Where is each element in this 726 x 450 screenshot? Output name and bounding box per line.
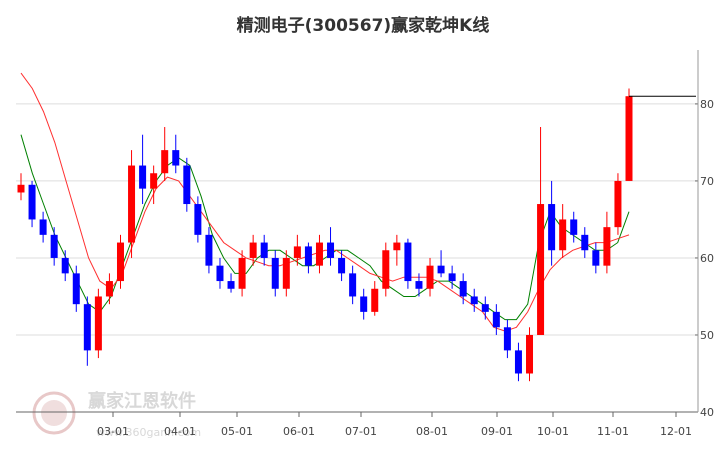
candle-body (172, 150, 180, 166)
candle-body (503, 327, 511, 351)
candle-body (570, 219, 578, 235)
candle-body (128, 165, 136, 243)
candle-body (139, 165, 147, 189)
candle-body (592, 250, 600, 266)
candle-body (470, 296, 478, 305)
candle-body (349, 273, 357, 297)
y-tick-label-50: 50 (700, 329, 714, 342)
candle-body (448, 273, 456, 282)
candle-body (50, 234, 58, 258)
candles (17, 88, 696, 382)
candle-body (459, 281, 467, 297)
candle-body (216, 265, 224, 282)
candle-body (238, 257, 246, 289)
x-tick-label-03-01: 03-01 (97, 425, 129, 438)
x-axis: 03-01 04-01 05-01 06-01 07-01 08-01 09-01 10-01… (16, 411, 698, 438)
candle-body (205, 234, 213, 266)
candle-body (437, 265, 445, 274)
candle-body (315, 242, 323, 266)
candle-body (105, 281, 113, 297)
y-axis: 40 50 60 70 80 (695, 50, 714, 419)
candle-body (393, 242, 401, 251)
candle-body (183, 165, 191, 205)
candle-body (293, 246, 301, 258)
watermark-seal-core (41, 400, 67, 426)
candle-body (603, 227, 611, 266)
y-tick-label-60: 60 (700, 252, 714, 265)
y-tick-label-40: 40 (700, 406, 714, 419)
candle-body (559, 219, 567, 251)
x-tick-label-12-01: 12-01 (660, 425, 692, 438)
candle-body (338, 257, 346, 274)
watermark-name: 赢家江恩软件 (88, 390, 196, 412)
candle-body (116, 242, 124, 282)
candle-body (537, 204, 545, 335)
candle-body (94, 296, 102, 351)
candle-body (150, 173, 158, 189)
candle-body (227, 281, 235, 289)
y-tick-label-80: 80 (700, 98, 714, 111)
x-tick-label-07-01: 07-01 (345, 425, 377, 438)
x-tick-label-05-01: 05-01 (221, 425, 253, 438)
candle-body (492, 311, 500, 328)
candle-body (17, 184, 25, 193)
candle-body (194, 204, 202, 235)
x-tick-label-11-01: 11-01 (597, 425, 629, 438)
x-tick-label-04-01: 04-01 (164, 425, 196, 438)
x-tick-label-08-01: 08-01 (416, 425, 448, 438)
candle-body (304, 246, 312, 266)
candle-body (514, 350, 522, 374)
candle-body (426, 265, 434, 289)
candle-body (415, 281, 423, 289)
candle-body (371, 288, 379, 312)
candle-body (382, 250, 390, 289)
candle-body (625, 96, 633, 181)
candle-body (526, 334, 534, 374)
candle-body (271, 257, 279, 289)
candle-body (249, 242, 257, 258)
candle-body (28, 184, 36, 220)
chart-title: 精测电子(300567)赢家乾坤K线 (237, 15, 490, 36)
candle-body (39, 219, 47, 235)
candle-body (481, 304, 489, 312)
watermark-seal-icon (32, 391, 76, 435)
candle-body (61, 257, 69, 274)
candle-body (83, 304, 91, 351)
candle-body (548, 204, 556, 251)
y-tick-label-70: 70 (700, 175, 714, 188)
x-tick-label-09-01: 09-01 (481, 425, 513, 438)
watermark-url: www.360gann.com (96, 426, 201, 439)
x-tick-label-06-01: 06-01 (283, 425, 315, 438)
candle-body (614, 180, 622, 228)
candle-body (327, 242, 335, 258)
candle-body (282, 257, 290, 289)
candle-body (260, 242, 268, 258)
candle-body (161, 150, 169, 174)
candle-body (404, 242, 412, 282)
watermark: 赢家江恩软件 www.360gann.com (32, 390, 201, 439)
x-tick-label-10-01: 10-01 (537, 425, 569, 438)
candle-body (72, 273, 80, 305)
candle-body (581, 234, 589, 251)
candle-body (360, 296, 368, 312)
